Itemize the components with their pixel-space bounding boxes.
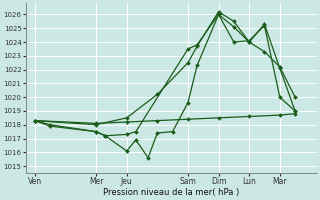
X-axis label: Pression niveau de la mer( hPa ): Pression niveau de la mer( hPa ): [103, 188, 239, 197]
